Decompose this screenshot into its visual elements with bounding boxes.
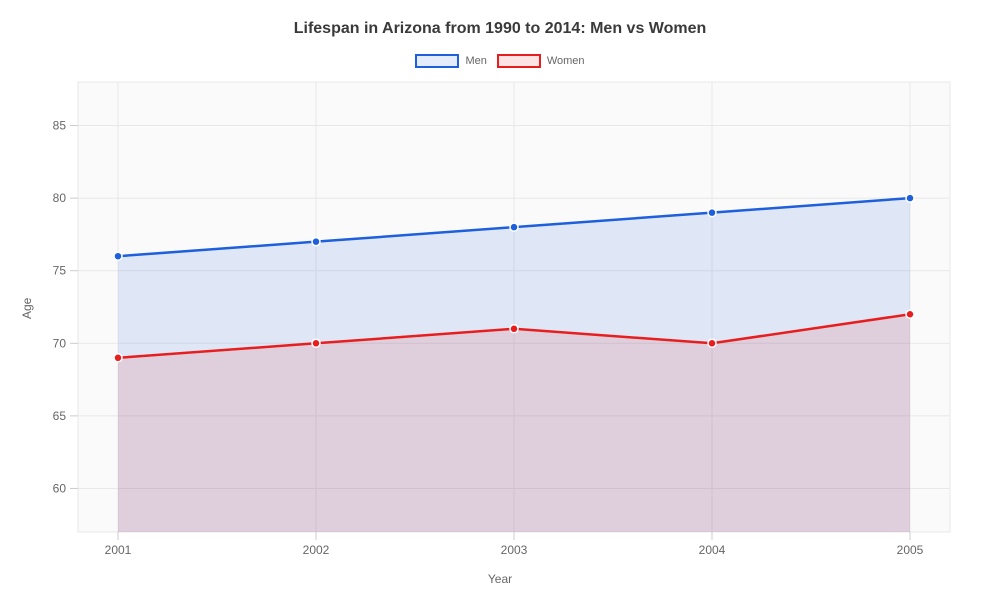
y-tick-label: 65 [53, 409, 67, 423]
data-point[interactable] [510, 325, 518, 333]
data-point[interactable] [312, 238, 320, 246]
data-point[interactable] [114, 354, 122, 362]
y-tick-label: 85 [53, 119, 67, 133]
data-point[interactable] [114, 252, 122, 260]
chart-container: Lifespan in Arizona from 1990 to 2014: M… [0, 0, 1000, 600]
plot-area: 60 65 70 75 80 85 2001 2002 2003 2004 2005 [0, 0, 1000, 600]
y-tick-label: 80 [53, 191, 67, 205]
x-axis-title: Year [0, 572, 1000, 586]
data-point[interactable] [906, 310, 914, 318]
data-point[interactable] [708, 339, 716, 347]
x-tick-label: 2001 [105, 543, 132, 557]
data-point[interactable] [312, 339, 320, 347]
y-tick-label: 60 [53, 481, 67, 495]
y-axis-title: Age [20, 298, 34, 319]
data-point[interactable] [708, 209, 716, 217]
data-point[interactable] [906, 194, 914, 202]
y-tick-label: 70 [53, 336, 67, 350]
x-tick-label: 2005 [897, 543, 924, 557]
y-tick-label: 75 [53, 264, 67, 278]
x-tick-label: 2004 [699, 543, 726, 557]
data-point[interactable] [510, 223, 518, 231]
x-tick-label: 2002 [303, 543, 330, 557]
x-tick-label: 2003 [501, 543, 528, 557]
